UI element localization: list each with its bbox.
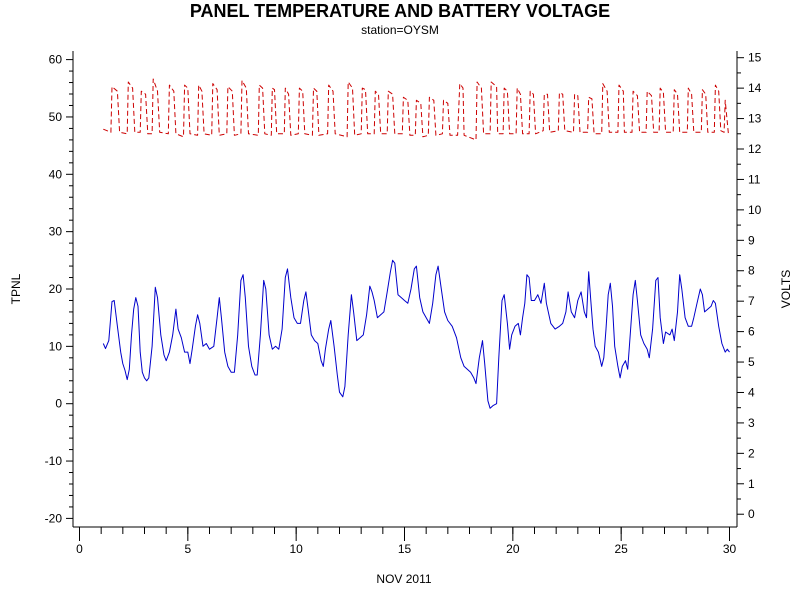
right-y-tick-label: 0: [748, 507, 755, 521]
left-y-tick-label: 0: [55, 397, 62, 411]
right-y-tick-label: 5: [748, 355, 755, 369]
left-y-axis-label: TPNL: [9, 273, 23, 304]
x-tick-label: 30: [723, 542, 737, 556]
right-y-tick-label: 2: [748, 446, 755, 460]
x-tick-label: 0: [76, 542, 83, 556]
left-y-tick-label: 40: [49, 167, 63, 181]
right-y-tick-label: 14: [748, 81, 762, 95]
x-tick-label: 20: [506, 542, 520, 556]
x-tick-label: 15: [398, 542, 412, 556]
right-y-axis-label: VOLTS: [779, 270, 793, 308]
right-y-tick-label: 7: [748, 294, 755, 308]
right-y-tick-label: 6: [748, 325, 755, 339]
left-y-tick-label: 50: [49, 110, 63, 124]
right-y-tick-label: 13: [748, 112, 762, 126]
left-y-tick-label: 20: [49, 282, 63, 296]
right-y-tick-label: 10: [748, 203, 762, 217]
panel-temperature-series-line: [102, 259, 730, 409]
left-y-tick-label: 30: [49, 225, 63, 239]
left-y-tick-label: -10: [45, 454, 63, 468]
x-tick-label: 25: [614, 542, 628, 556]
chart-subtitle: station=OYSM: [361, 23, 439, 37]
left-y-tick-label: 60: [49, 53, 63, 67]
x-axis-label: NOV 2011: [376, 572, 431, 586]
right-y-tick-label: 11: [748, 172, 761, 186]
battery-voltage-series-line: [103, 78, 729, 141]
series-layer: [102, 78, 730, 409]
left-y-tick-label: 10: [49, 339, 63, 353]
right-y-tick-label: 9: [748, 233, 755, 247]
right-y-tick-label: 1: [748, 477, 755, 491]
right-y-tick-label: 12: [748, 142, 762, 156]
right-y-tick-label: 3: [748, 416, 755, 430]
chart-title: PANEL TEMPERATURE AND BATTERY VOLTAGE: [190, 1, 610, 21]
x-ticks: 0 5 10 15 20 25 30: [76, 527, 736, 556]
right-y-tick-label: 8: [748, 264, 755, 278]
right-y-tick-label: 4: [748, 385, 755, 399]
x-tick-label: 10: [289, 542, 303, 556]
plot-frame: [72, 51, 738, 528]
right-y-tick-label: 15: [748, 51, 762, 65]
left-y-tick-label: -20: [45, 511, 63, 525]
left-y-ticks: -20 -10 0 10 20 30 40 50 60: [45, 53, 73, 525]
x-tick-label: 5: [184, 542, 191, 556]
